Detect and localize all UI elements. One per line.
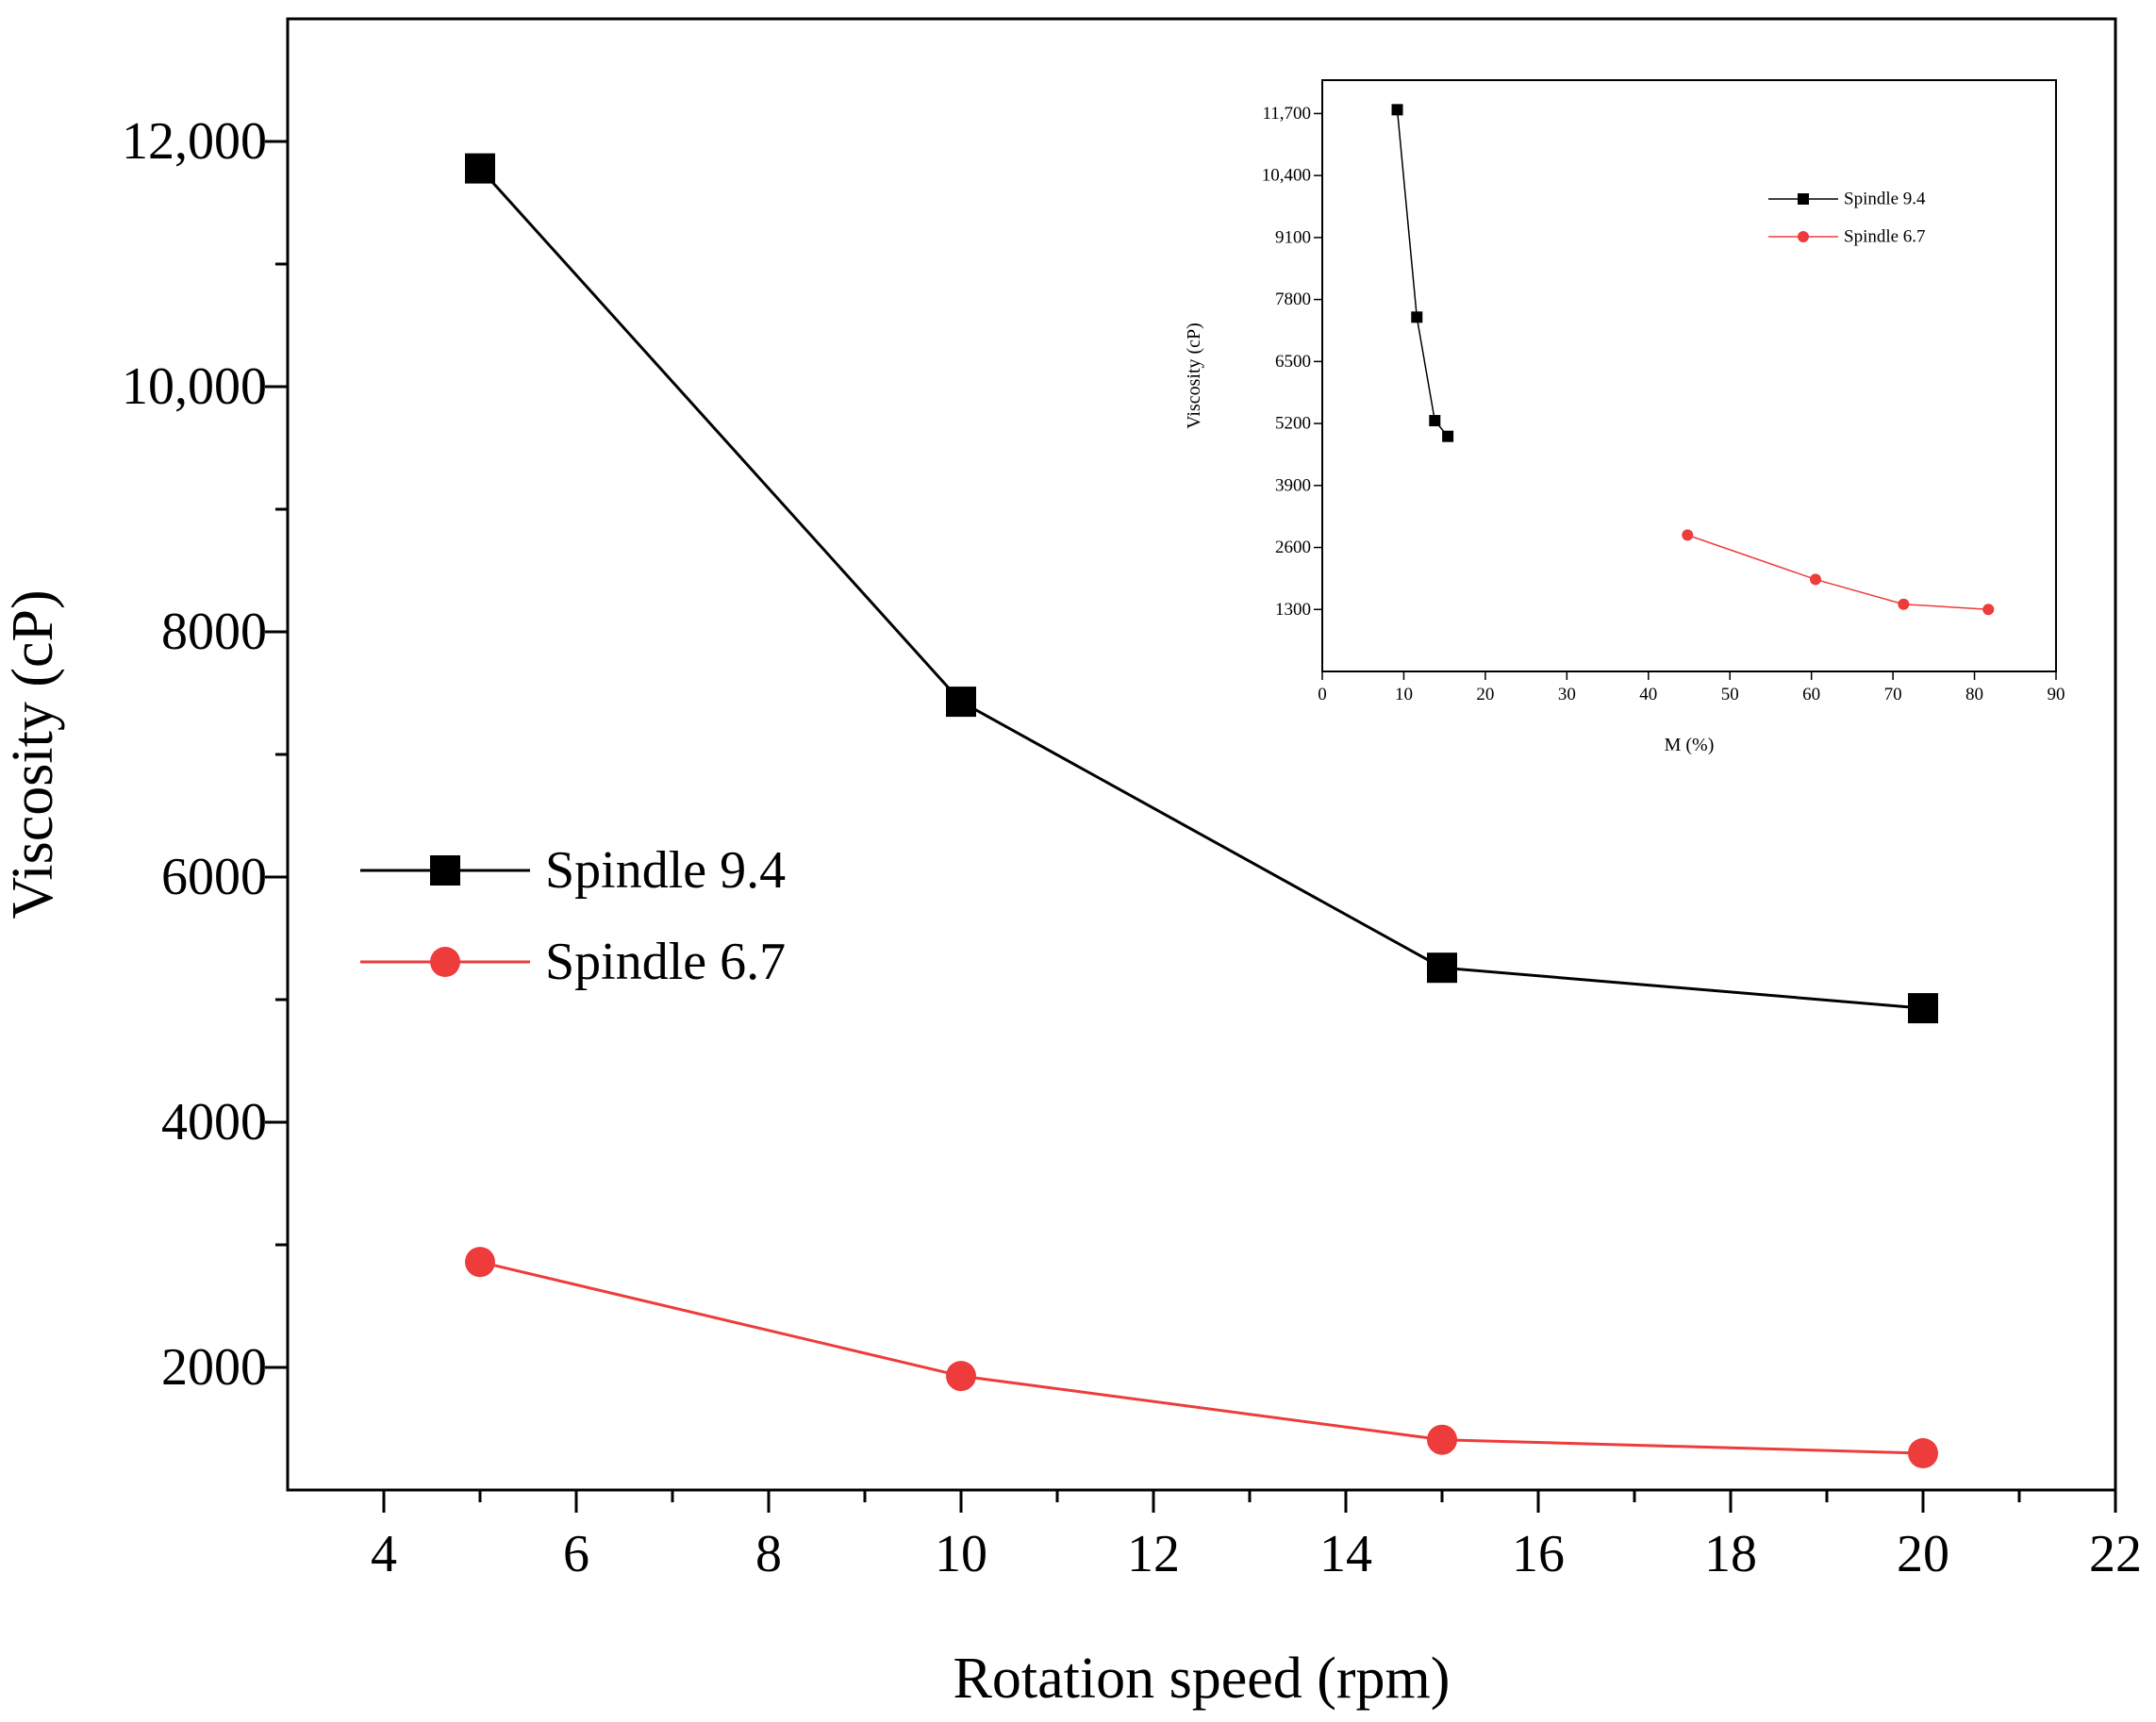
main-x-tick-label: 22: [2089, 1525, 2142, 1583]
inset-point-spindle-9-4: [1391, 104, 1403, 116]
inset-chart-group: 0 10 20 30 40 50 60 70 80 90 1300 2600 3900 5200 6500 7…: [1184, 79, 2065, 755]
inset-background: [1322, 80, 2056, 671]
main-series-line-spindle-6-7: [479, 1260, 1924, 1455]
main-x-tick-label: 10: [935, 1525, 987, 1583]
main-point-spindle-6-7: [1427, 1424, 1457, 1455]
main-point-spindle-6-7: [465, 1247, 495, 1278]
main-x-tick-label: 4: [371, 1525, 397, 1583]
inset-x-tick-label: 30: [1558, 685, 1576, 704]
inset-x-tick-label: 70: [1884, 685, 1902, 704]
inset-y-tick-label: 7800: [1275, 290, 1311, 309]
inset-legend-marker-spindle-9-4: [1798, 193, 1809, 205]
main-x-tick-label: 12: [1127, 1525, 1180, 1583]
inset-point-spindle-6-7: [1809, 573, 1821, 586]
inset-legend: Spindle 9.4 Spindle 6.7: [1768, 190, 1926, 247]
inset-point-spindle-9-4: [1442, 430, 1454, 442]
main-chart-group: 4 6 8 10 12 14 16 18 20 22 2000 4000 6000 8000 10,000 1…: [1, 17, 2142, 1711]
inset-point-spindle-6-7: [1682, 529, 1694, 541]
inset-y-tick-label: 1300: [1275, 600, 1311, 620]
inset-legend-marker-spindle-6-7: [1798, 231, 1809, 242]
inset-y-axis-title: Viscosity (cP): [1184, 323, 1204, 429]
inset-x-tick-label: 60: [1802, 685, 1820, 704]
main-point-spindle-9-4: [1427, 952, 1457, 984]
inset-y-tick-label: 3900: [1275, 475, 1311, 495]
main-y-tick-label: 2000: [161, 1338, 267, 1397]
inset-x-tick-label: 20: [1476, 685, 1494, 704]
main-x-tick-label: 14: [1319, 1525, 1372, 1583]
inset-y-tick-label: 11,700: [1262, 104, 1311, 124]
main-legend-marker-spindle-6-7: [430, 947, 460, 977]
main-x-tick-label: 18: [1704, 1525, 1757, 1583]
inset-x-tick-label: 50: [1721, 685, 1739, 704]
inset-y-tick-label: 2600: [1275, 538, 1311, 557]
main-y-tick-label: 12,000: [122, 112, 267, 171]
main-point-spindle-6-7: [1908, 1438, 1938, 1468]
inset-y-tick-label: 6500: [1275, 352, 1311, 372]
main-y-tick-label: 4000: [161, 1093, 267, 1151]
inset-y-tick-label: 10,400: [1262, 166, 1311, 186]
inset-x-axis-title: M (%): [1665, 735, 1715, 755]
inset-x-tick-label: 90: [2048, 685, 2065, 704]
inset-legend-label-spindle-9-4: Spindle 9.4: [1844, 190, 1926, 209]
main-y-axis-title: Viscosity (cP): [1, 589, 65, 919]
main-x-tick-label: 16: [1512, 1525, 1565, 1583]
main-x-tick-label: 20: [1897, 1525, 1949, 1583]
main-legend-marker-spindle-9-4: [430, 855, 460, 886]
main-point-spindle-9-4: [1908, 993, 1938, 1024]
main-legend-label-spindle-9-4: Spindle 9.4: [545, 841, 786, 900]
main-x-axis-title: Rotation speed (rpm): [954, 1647, 1451, 1711]
inset-series-line-spindle-9-4: [1396, 109, 1449, 438]
inset-series-line-spindle-6-7: [1687, 534, 1989, 611]
main-legend: Spindle 9.4 Spindle 6.7: [360, 841, 786, 991]
inset-point-spindle-6-7: [1982, 604, 1995, 616]
inset-point-spindle-6-7: [1898, 598, 1910, 610]
inset-point-spindle-9-4: [1429, 415, 1441, 427]
inset-y-tick-label: 9100: [1275, 227, 1311, 247]
main-point-spindle-6-7: [946, 1361, 976, 1392]
main-y-tick-label: 8000: [161, 603, 267, 661]
inset-x-tick-label: 40: [1639, 685, 1657, 704]
inset-point-spindle-9-4: [1411, 311, 1423, 323]
inset-x-tick-label: 80: [1965, 685, 1983, 704]
main-point-spindle-9-4: [946, 687, 976, 718]
main-x-tick-label: 8: [755, 1525, 782, 1583]
inset-plot-frame: [1321, 79, 2057, 672]
main-series-line-spindle-9-4: [478, 167, 1924, 1010]
main-y-tick-label: 6000: [161, 848, 267, 906]
inset-legend-label-spindle-6-7: Spindle 6.7: [1844, 227, 1926, 247]
inset-x-tick-label: 0: [1318, 685, 1327, 704]
inset-x-tick-label: 10: [1395, 685, 1413, 704]
main-point-spindle-9-4: [465, 153, 495, 184]
main-x-tick-label: 6: [563, 1525, 589, 1583]
main-legend-label-spindle-6-7: Spindle 6.7: [545, 933, 786, 991]
main-y-tick-label: 10,000: [122, 357, 267, 416]
inset-y-tick-label: 5200: [1275, 414, 1311, 434]
